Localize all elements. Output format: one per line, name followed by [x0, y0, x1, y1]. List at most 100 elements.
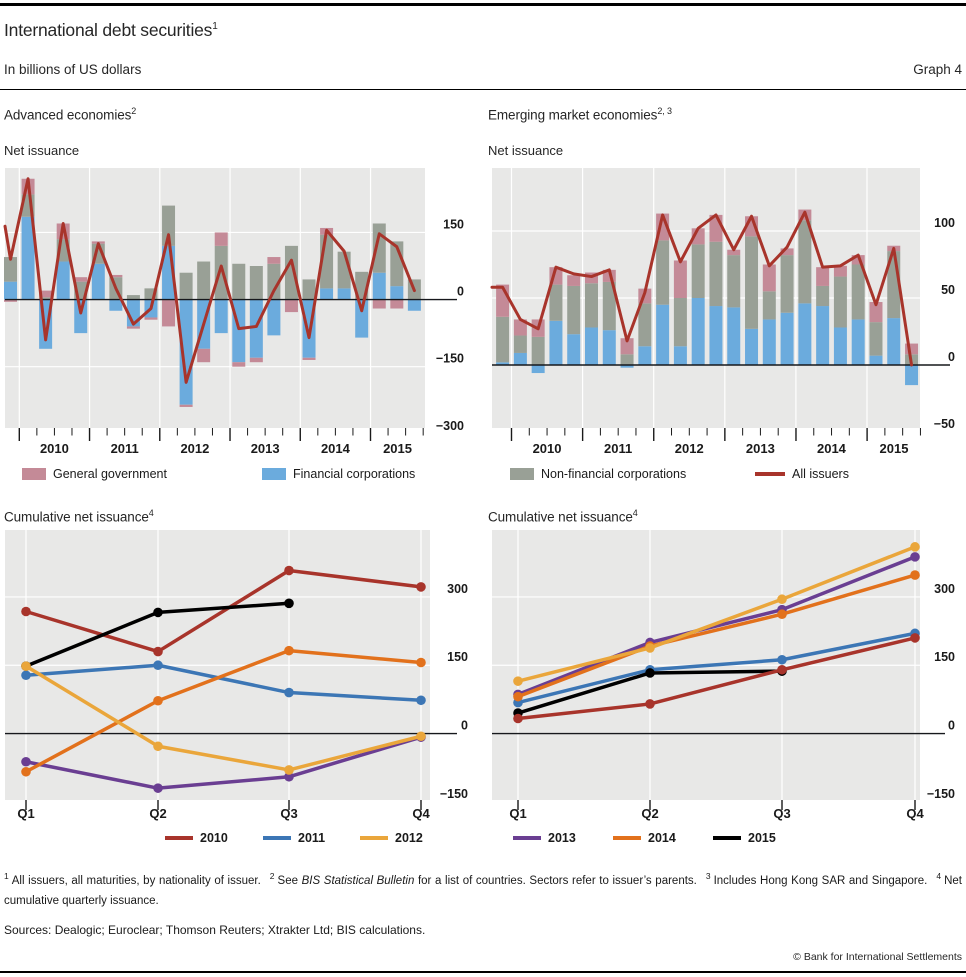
bar-segment	[267, 263, 281, 300]
legend-swatch-2013	[513, 836, 541, 840]
bar-segment	[320, 288, 334, 300]
tick-label: 2011	[604, 441, 632, 456]
tick-label: 300	[447, 582, 468, 596]
bar-segment	[780, 312, 794, 366]
data-point-marker	[21, 756, 31, 767]
bar-segment	[372, 299, 386, 309]
bar-segment	[905, 365, 919, 386]
bar-segment	[691, 244, 705, 298]
bar-segment	[4, 257, 17, 282]
bar-segment	[816, 306, 830, 366]
legend-label: 2014	[648, 831, 676, 845]
tick-label: 100	[934, 216, 955, 230]
bar-segment	[91, 263, 105, 300]
legend-label: General government	[53, 467, 167, 481]
bar-segment	[197, 261, 211, 300]
panel-title-advanced: Advanced economies2	[4, 106, 137, 123]
bar-segment	[567, 275, 581, 286]
bar-segment	[745, 236, 759, 329]
year-legend-right: 2013 2014 2015	[0, 831, 966, 846]
series-line-2011	[24, 663, 423, 703]
data-point-marker	[284, 598, 294, 609]
bar-segment	[762, 264, 776, 292]
bar-segment	[851, 319, 865, 366]
bar-segment	[869, 302, 883, 323]
bar-segment	[656, 240, 670, 305]
tick-label: 2013	[251, 441, 280, 456]
bar-segment	[709, 241, 723, 307]
data-point-marker	[284, 771, 294, 782]
bar-segment	[21, 216, 35, 300]
bar-segment	[214, 299, 228, 334]
tick-label: 0	[948, 719, 955, 733]
tick-label: Q1	[509, 806, 526, 821]
data-point-marker	[21, 670, 31, 681]
bar-segment	[302, 357, 316, 360]
data-point-marker	[777, 609, 787, 620]
bar-segment	[673, 346, 687, 366]
bar-segment	[567, 334, 581, 366]
bar-segment	[869, 355, 883, 366]
data-point-marker	[416, 731, 426, 742]
bar-segment	[851, 255, 865, 265]
legend-swatch-2015	[713, 836, 741, 840]
bar-segment	[513, 335, 527, 353]
tick-label: −150	[927, 787, 955, 801]
data-point-marker	[777, 594, 787, 605]
footnote-ref: 4	[148, 508, 154, 518]
bar-segment	[780, 248, 794, 256]
bar-segment	[567, 285, 581, 335]
bar-segment	[585, 327, 598, 366]
data-point-marker	[645, 699, 655, 709]
footnote-ref: 2	[131, 106, 137, 116]
legend-swatch-all-issuers	[755, 472, 785, 476]
bar-segment	[179, 299, 193, 405]
bar-segment	[656, 304, 670, 366]
units-label: In billions of US dollars	[4, 62, 142, 77]
bar-segment	[620, 365, 634, 368]
legend-item-general-government: General government	[22, 467, 167, 481]
bar-segment	[602, 281, 616, 331]
bar-segment	[144, 317, 158, 320]
bar-segment	[762, 319, 776, 366]
bar-segment	[337, 288, 351, 300]
bar-segment	[638, 346, 652, 366]
footnote-number: 4	[936, 871, 942, 881]
graph-number-label: Graph 4	[913, 62, 962, 77]
tick-label: 2015	[880, 441, 909, 456]
data-point-marker	[777, 664, 787, 675]
year-legend-left: 2010 2011 2012	[0, 831, 483, 846]
legend-item-2010: 2010	[165, 831, 228, 845]
data-point-marker	[513, 691, 523, 702]
legend-swatch-2014	[613, 836, 641, 840]
bar-segment	[126, 295, 140, 300]
data-point-marker	[153, 660, 163, 671]
bar-segment	[691, 298, 705, 366]
bar-segment	[513, 352, 527, 366]
legend-label: 2013	[548, 831, 576, 845]
legend-label: Non-financial corporations	[541, 467, 687, 481]
bar-segment	[390, 299, 404, 309]
data-point-marker	[910, 633, 920, 643]
bar-segment	[833, 265, 847, 277]
page-title: International debt securities1	[4, 20, 218, 41]
bar-segment	[4, 299, 17, 302]
bar-segment	[302, 279, 316, 300]
emerging-cumulative-chart: Q1 Q2 Q3 Q4 300 150 0 −150	[492, 530, 955, 821]
tick-label: 2012	[180, 441, 209, 456]
tick-label: 300	[934, 582, 955, 596]
tick-label: Q3	[280, 806, 297, 821]
emerging-net-issuance-chart: 2010 2011 2012 2013 2014 2015 100 50 0 −50	[490, 168, 955, 456]
tick-label: 0	[948, 350, 955, 364]
footnotes: 1 All issuers, all maturities, by nationa…	[4, 871, 962, 907]
data-point-marker	[153, 646, 163, 657]
legend-swatch-2010	[165, 836, 193, 840]
bar-segment	[673, 260, 687, 298]
legend-item-all-issuers: All issuers	[755, 467, 849, 481]
footnote-number: 2	[269, 871, 275, 881]
legend-label: 2015	[748, 831, 776, 845]
bar-segment	[798, 220, 812, 304]
bar-segment	[284, 299, 298, 313]
tick-label: Q3	[773, 806, 790, 821]
